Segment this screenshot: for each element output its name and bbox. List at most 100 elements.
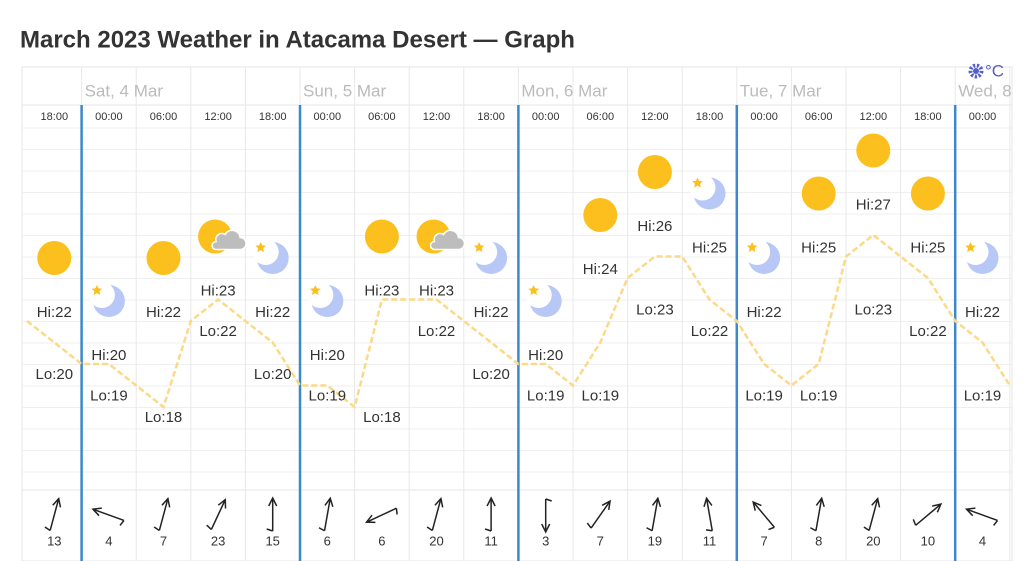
units-control[interactable]: °C	[968, 61, 1005, 80]
sun	[364, 219, 399, 254]
lo-label: Lo:19	[527, 387, 565, 404]
arrow-tail	[545, 498, 552, 502]
time-label: 18:00	[259, 111, 287, 123]
wind-speed: 3	[542, 533, 549, 548]
weather-icon-sun	[583, 198, 618, 232]
star	[746, 242, 758, 252]
weather-icon-sun	[364, 219, 399, 254]
wind-arrow	[586, 499, 612, 529]
wind-speed: 13	[47, 533, 61, 548]
wind-speed: 8	[815, 533, 822, 548]
wind-speed: 6	[378, 533, 385, 548]
arrow-head	[601, 499, 612, 511]
hi-label: Hi:23	[419, 282, 454, 299]
columns: 18:00 13 Sat, 4 Mar 00:00 4 06:00 7 12:00 23 18:0…	[37, 81, 1012, 561]
hi-label: Hi:20	[528, 347, 563, 364]
hi-label: Hi:25	[910, 239, 945, 256]
hi-label: Hi:25	[692, 239, 727, 256]
lo-label: Lo:23	[636, 301, 674, 318]
hi-label: Hi:24	[583, 261, 618, 278]
day-label: Sat, 4 Mar	[85, 81, 164, 100]
hi-label: Hi:23	[201, 282, 236, 299]
weather-icon-moon	[252, 239, 289, 274]
moon-shadow	[689, 174, 716, 201]
wind-arrow	[364, 507, 398, 524]
arrow-tail	[646, 527, 653, 532]
arrow-head	[541, 523, 551, 534]
arrow-tail	[810, 527, 817, 532]
wind-speed: 7	[160, 533, 167, 548]
wind-speed: 11	[484, 533, 498, 548]
hi-label: Hi:23	[364, 282, 399, 299]
arrow-shaft	[93, 508, 125, 522]
wind-speed: 20	[429, 533, 443, 548]
time-label: 00:00	[314, 111, 342, 123]
arrow-tail	[206, 524, 212, 531]
wind-arrow	[426, 496, 444, 532]
wind-speed: 4	[105, 533, 112, 548]
lo-label: Lo:19	[582, 387, 620, 404]
hi-label: Hi:22	[965, 304, 1000, 321]
hi-label: Hi:22	[146, 304, 181, 321]
lo-label: Lo:22	[418, 323, 456, 340]
arrow-head	[752, 500, 762, 511]
wind-arrow	[318, 496, 334, 532]
cloud	[211, 229, 247, 251]
arrow-tail	[153, 526, 160, 532]
wind-arrow	[206, 498, 227, 531]
hi-label: Hi:22	[747, 304, 782, 321]
wind-speed: 4	[979, 533, 986, 548]
arrow-shaft	[815, 499, 823, 531]
time-label: 12:00	[860, 111, 888, 123]
arrow-tail	[119, 520, 125, 526]
sun	[37, 241, 72, 275]
arrow-head	[161, 496, 171, 508]
time-label: 06:00	[587, 111, 615, 123]
cloud	[429, 229, 466, 251]
wind-speed: 10	[921, 533, 935, 548]
lo-label: Lo:20	[472, 366, 510, 383]
sun	[856, 133, 891, 168]
arrow-tail	[426, 526, 433, 532]
time-label: 18:00	[477, 111, 505, 123]
time-label: 18:00	[41, 111, 69, 123]
arrow-tail	[912, 519, 917, 526]
hi-label: Hi:20	[310, 347, 345, 364]
hi-label: Hi:25	[801, 239, 836, 256]
lo-label: Lo:23	[855, 301, 893, 318]
hi-label: Hi:22	[255, 304, 290, 321]
arrow-head	[871, 496, 881, 508]
wind-speed: 15	[265, 533, 279, 548]
arrow-tail	[266, 528, 273, 532]
arrow-shaft	[431, 499, 442, 531]
arrow-tail	[395, 508, 398, 515]
sun	[637, 155, 672, 189]
units-label[interactable]: °C	[985, 61, 1004, 80]
lo-label: Lo:18	[363, 409, 401, 426]
arrow-tail	[586, 522, 592, 529]
wind-arrow	[912, 502, 943, 526]
star	[965, 242, 976, 252]
arrow-shaft	[915, 504, 941, 526]
moon-shadow	[525, 282, 552, 308]
wind-speed: 19	[648, 533, 662, 548]
wind-speed: 6	[324, 533, 331, 548]
day-label: Sun, 5 Mar	[303, 81, 386, 100]
settings-gear-hub	[973, 68, 979, 74]
hi-label: Hi:27	[856, 196, 891, 213]
lo-label: Lo:20	[36, 366, 74, 383]
star	[692, 177, 703, 188]
arrow-shaft	[651, 499, 659, 531]
lo-label: Lo:20	[254, 366, 292, 383]
wind-arrow	[266, 496, 278, 532]
wind-arrow	[44, 496, 62, 532]
weather-icon-moon	[88, 282, 125, 317]
chart-frame	[21, 66, 1013, 561]
hi-label: Hi:22	[474, 304, 509, 321]
moon-shadow	[744, 239, 771, 265]
arrow-tail	[863, 526, 870, 532]
settings-gear[interactable]	[968, 63, 984, 79]
arrow-shaft	[590, 501, 611, 529]
sun	[910, 176, 945, 211]
lo-label: Lo:19	[964, 387, 1002, 404]
